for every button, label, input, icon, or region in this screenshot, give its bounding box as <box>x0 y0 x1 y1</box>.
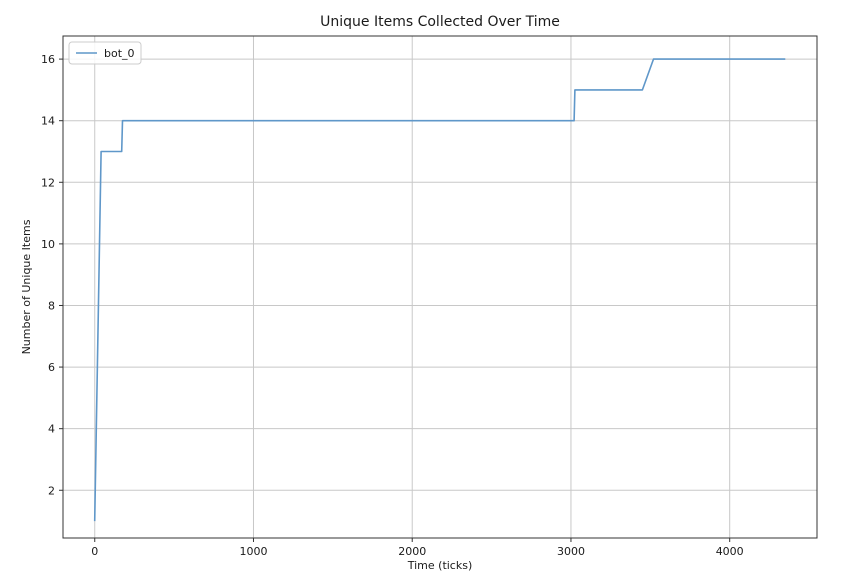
grid-layer <box>63 36 817 538</box>
legend-box <box>68 41 142 65</box>
x-tick-label: 3000 <box>557 545 585 558</box>
y-tick-label: 16 <box>41 53 55 66</box>
x-tick-label: 0 <box>91 545 98 558</box>
x-tick-label: 2000 <box>398 545 426 558</box>
y-tick-label: 2 <box>48 484 55 497</box>
y-axis-ticks: 2 4 6 8 10 12 14 16 <box>41 53 63 497</box>
y-tick-label: 12 <box>41 176 55 189</box>
y-tick-label: 4 <box>48 423 55 436</box>
legend-label: bot_0 <box>104 47 135 60</box>
y-tick-label: 6 <box>48 361 55 374</box>
x-tick-label: 1000 <box>239 545 267 558</box>
y-tick-label: 8 <box>48 299 55 312</box>
y-tick-label: 14 <box>41 115 55 128</box>
x-tick-label: 4000 <box>716 545 744 558</box>
series-line-bot_0 <box>93 58 786 522</box>
y-tick-label: 10 <box>41 238 55 251</box>
series-layer <box>93 58 786 522</box>
x-axis-ticks: 0 1000 2000 3000 4000 <box>91 538 744 558</box>
legend: bot_0 <box>68 41 142 65</box>
y-axis-label: Number of Unique Items <box>20 219 33 354</box>
plot-frame <box>62 35 818 539</box>
x-axis-label: Time (ticks) <box>407 559 473 572</box>
chart-title: Unique Items Collected Over Time <box>320 14 560 30</box>
